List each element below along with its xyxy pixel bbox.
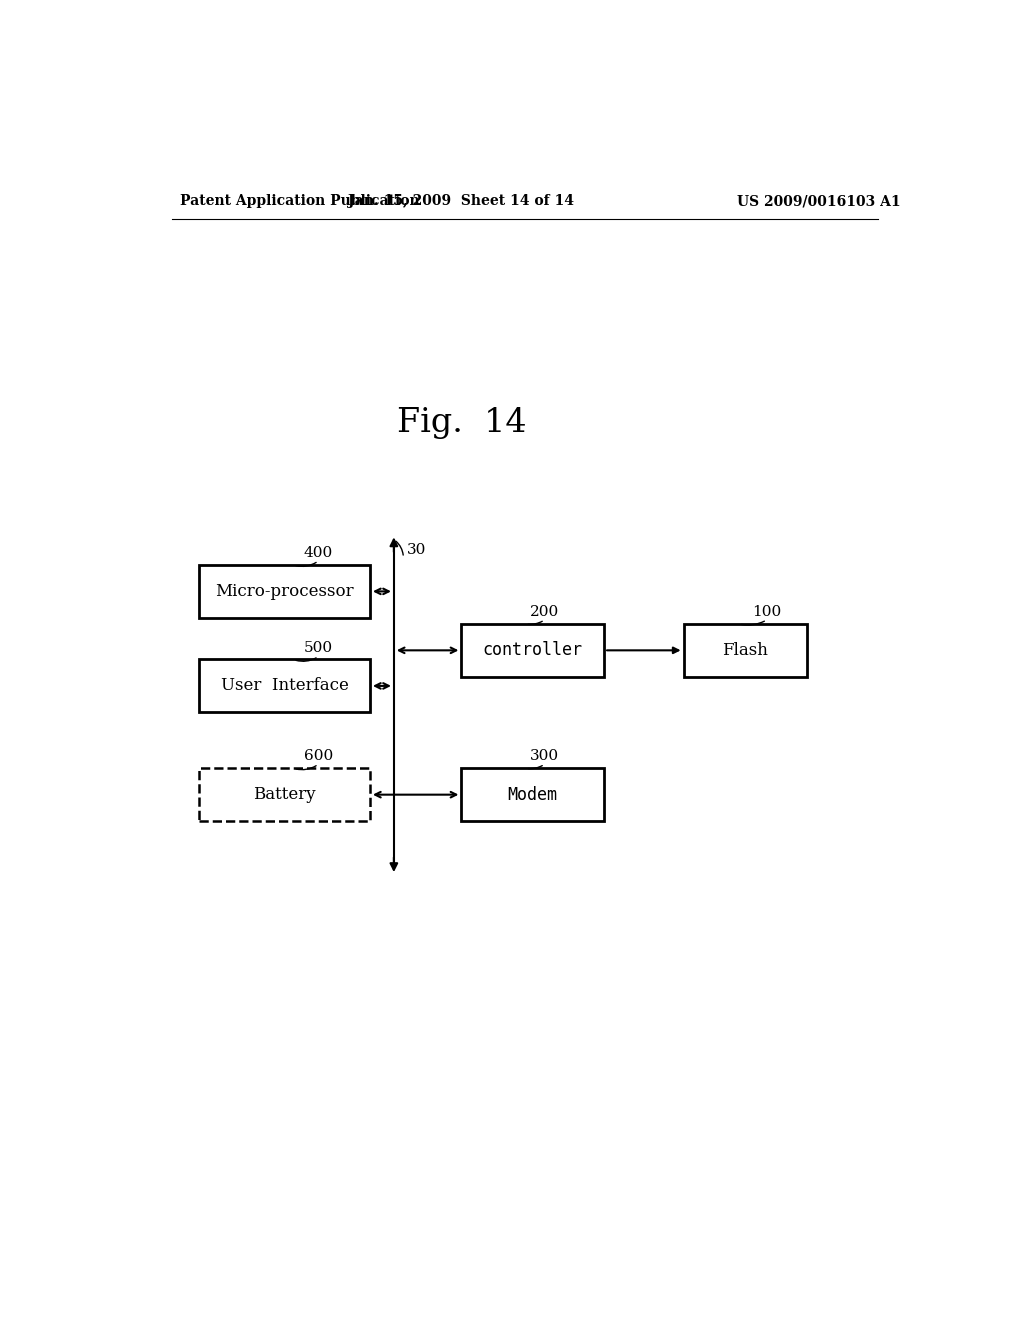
Bar xyxy=(200,768,370,821)
Text: Patent Application Publication: Patent Application Publication xyxy=(179,194,419,209)
Text: 100: 100 xyxy=(753,605,781,619)
Text: 300: 300 xyxy=(530,748,559,763)
Text: US 2009/0016103 A1: US 2009/0016103 A1 xyxy=(736,194,900,209)
Text: Battery: Battery xyxy=(253,787,316,803)
Text: controller: controller xyxy=(482,642,583,659)
Text: 500: 500 xyxy=(304,642,333,655)
Text: User  Interface: User Interface xyxy=(221,677,349,694)
Bar xyxy=(200,565,370,618)
Text: 600: 600 xyxy=(304,748,333,763)
Text: 30: 30 xyxy=(408,543,427,557)
Text: 200: 200 xyxy=(530,605,559,619)
Text: Jan. 15, 2009  Sheet 14 of 14: Jan. 15, 2009 Sheet 14 of 14 xyxy=(348,194,574,209)
Text: Fig.  14: Fig. 14 xyxy=(396,407,526,438)
Bar xyxy=(684,624,807,677)
Bar xyxy=(461,624,604,677)
Text: Micro-processor: Micro-processor xyxy=(215,583,354,599)
Bar xyxy=(461,768,604,821)
Text: Modem: Modem xyxy=(508,785,558,804)
Text: Flash: Flash xyxy=(722,642,768,659)
Bar xyxy=(200,660,370,713)
Text: 400: 400 xyxy=(304,545,333,560)
